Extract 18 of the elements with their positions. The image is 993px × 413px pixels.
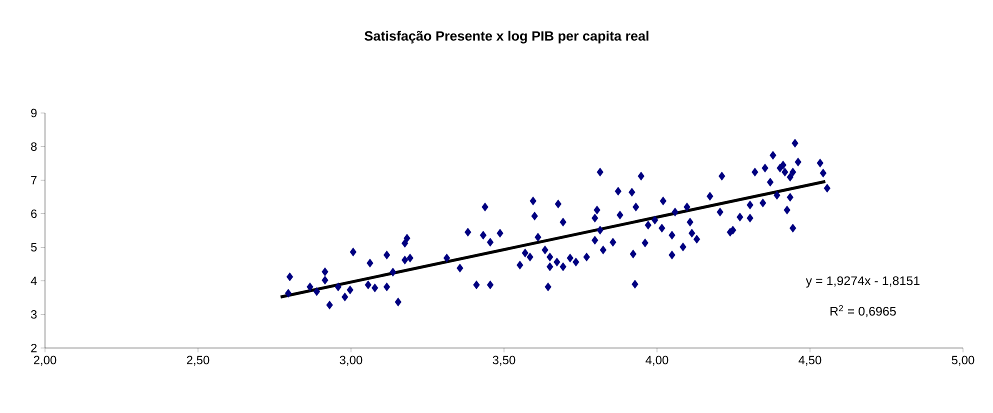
x-tick-label: 3,00 (340, 356, 362, 366)
y-tick-label: 5 (31, 243, 37, 252)
y-tick-label: 3 (30, 310, 37, 319)
x-tick-label: 3,50 (492, 356, 516, 366)
annotation: R$^{2}$ = 0,6965 (830, 305, 896, 318)
y-tick-label: 9 (31, 108, 37, 118)
chart-title: Satisfação Presente x log PIB per capita real (364, 30, 648, 44)
y-tick-label: 7 (31, 176, 37, 184)
y-tick-label: 4 (30, 276, 37, 285)
x-tick-label: 2,00 (34, 356, 56, 366)
x-tick-label: 2,50 (186, 356, 210, 366)
annotation: y = 1,9274x - 1,8151 (806, 276, 920, 288)
x-tick-label: 5,00 (952, 356, 974, 366)
y-tick-label: 6 (31, 209, 37, 218)
y-tick-label: 2 (31, 344, 37, 352)
x-tick-label: 4,00 (646, 356, 668, 366)
x-tick-label: 4,50 (798, 356, 822, 366)
y-tick-label: 8 (31, 142, 37, 151)
